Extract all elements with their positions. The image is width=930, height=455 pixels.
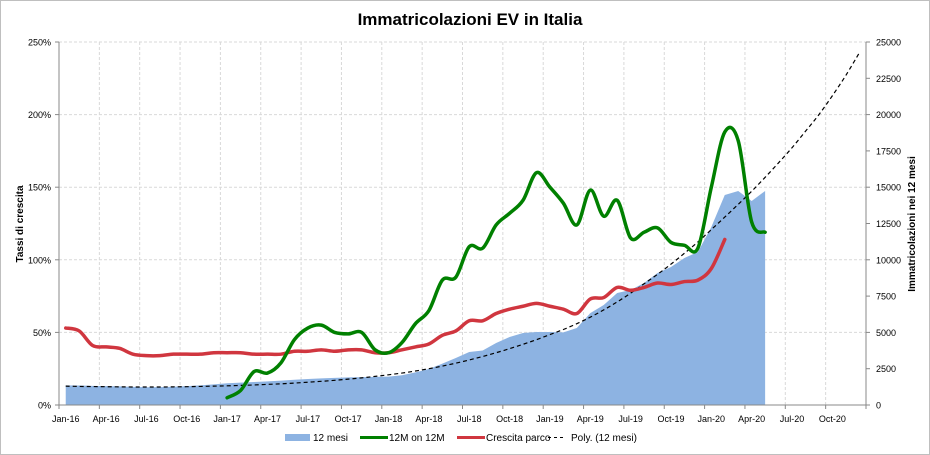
y-left-tick-label: 150% xyxy=(28,183,51,193)
area-12-mesi xyxy=(65,190,766,405)
y-right-tick-label: 17500 xyxy=(876,146,901,156)
y-left-tick-label: 100% xyxy=(28,255,51,265)
x-tick-label: Apr-20 xyxy=(738,414,765,424)
y-right-tick-label: 22500 xyxy=(876,74,901,84)
x-tick-label: Oct-19 xyxy=(657,414,684,424)
y-right-tick-label: 7500 xyxy=(876,292,896,302)
x-tick-label: Jan-17 xyxy=(213,414,241,424)
legend-label: Poly. (12 mesi) xyxy=(571,433,637,444)
x-tick-label: Oct-18 xyxy=(496,414,523,424)
x-tick-label: Jul-18 xyxy=(457,414,482,424)
line-crescita-parco xyxy=(63,237,727,358)
x-tick-label: Jul-20 xyxy=(780,414,805,424)
x-tick-label: Jan-16 xyxy=(52,414,80,424)
plot-area xyxy=(63,52,860,405)
y-left-tick-label: 50% xyxy=(33,328,51,338)
y-right-tick-label: 25000 xyxy=(876,38,901,48)
y-right-tick-label: 2500 xyxy=(876,364,896,374)
y-left-tick-label: 200% xyxy=(28,110,51,120)
x-tick-label: Jan-19 xyxy=(536,414,564,424)
x-tick-label: Apr-16 xyxy=(93,414,120,424)
legend-label: Crescita parco xyxy=(486,433,551,444)
y-axis-right-label: Immatricolazioni nei 12 mesi xyxy=(907,156,918,292)
x-tick-label: Jul-16 xyxy=(134,414,159,424)
y-axis-left-label: Tassi di crescita xyxy=(15,185,26,263)
legend-label: 12 mesi xyxy=(313,433,348,444)
trendline-poly xyxy=(65,52,860,388)
y-right-tick-label: 0 xyxy=(876,401,881,411)
y-right-tick-label: 15000 xyxy=(876,183,901,193)
y-right-tick-label: 20000 xyxy=(876,110,901,120)
x-tick-label: Apr-17 xyxy=(254,414,281,424)
x-tick-label: Jul-17 xyxy=(296,414,321,424)
x-tick-label: Jan-18 xyxy=(375,414,403,424)
x-tick-label: Jan-20 xyxy=(698,414,726,424)
legend: 12 mesi 12M on 12M Crescita parco Poly. … xyxy=(285,433,637,444)
x-tick-label: Oct-17 xyxy=(335,414,362,424)
axes: 0% 50% 100% 150% 200% 250% 0 2500 5000 7500 10000 1… xyxy=(28,38,901,425)
y-right-tick-label: 12500 xyxy=(876,219,901,229)
y-right-tick-label: 10000 xyxy=(876,255,901,265)
y-right-tick-label: 5000 xyxy=(876,328,896,338)
x-tick-label: Oct-16 xyxy=(173,414,200,424)
y-left-tick-label: 0% xyxy=(38,401,51,411)
x-tick-label: Apr-18 xyxy=(415,414,442,424)
x-tick-label: Apr-19 xyxy=(577,414,604,424)
legend-swatch-area xyxy=(285,434,310,441)
chart-title: Immatricolazioni EV in Italia xyxy=(358,10,583,29)
line-12m-on-12m xyxy=(225,125,767,400)
legend-label: 12M on 12M xyxy=(389,433,445,444)
x-tick-label: Jul-19 xyxy=(618,414,643,424)
y-left-tick-label: 250% xyxy=(28,38,51,48)
x-tick-label: Oct-20 xyxy=(819,414,846,424)
